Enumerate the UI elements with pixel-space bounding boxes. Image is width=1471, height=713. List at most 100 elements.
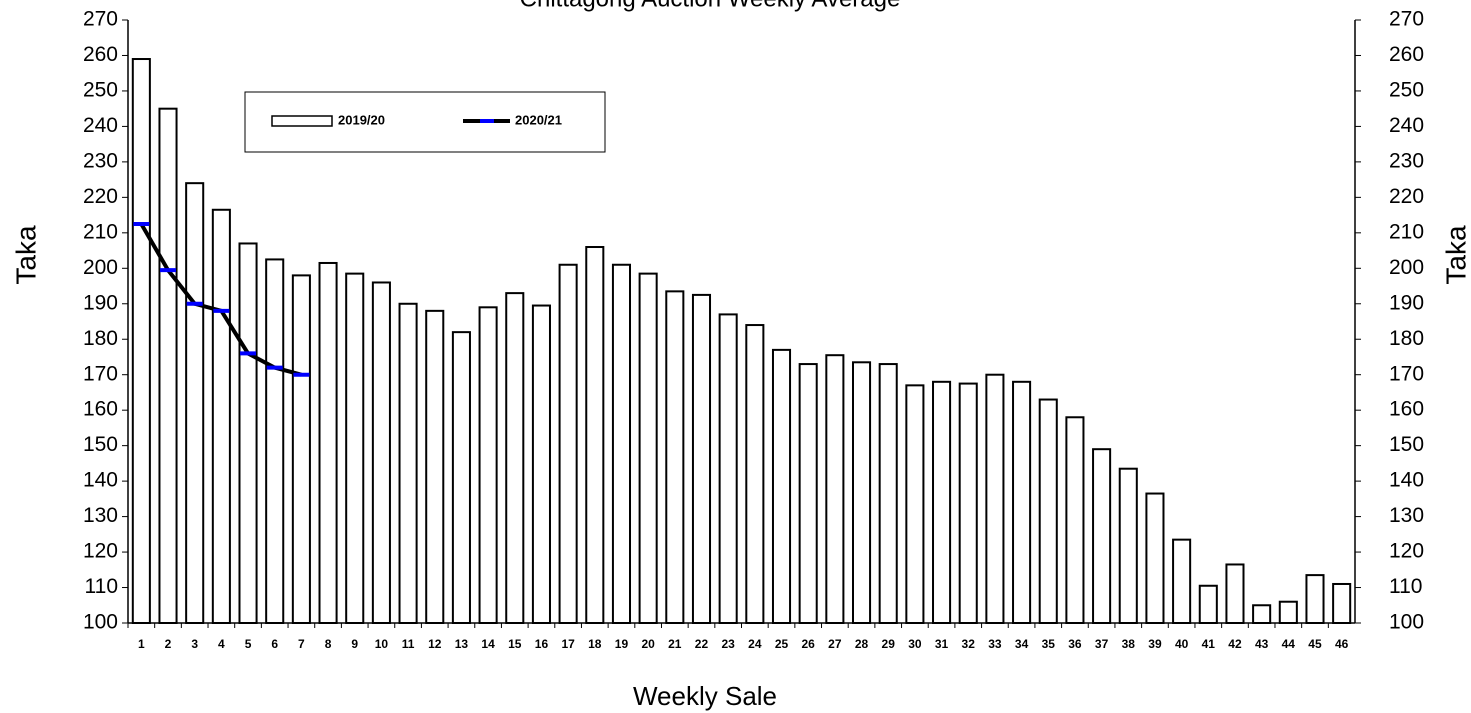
bar [1065, 416, 1085, 625]
bar [1332, 582, 1352, 625]
x-tick-label: 28 [855, 637, 869, 651]
bar [718, 313, 738, 624]
y2-tick-label: 100 [1389, 611, 1424, 634]
x-axis-label: Weekly Sale [633, 681, 777, 711]
x-tick-label: 32 [962, 637, 976, 651]
bar [265, 258, 285, 624]
x-tick-label: 18 [588, 637, 602, 651]
bar [345, 272, 365, 624]
x-tick-label: 24 [748, 637, 762, 651]
y2-tick-label: 200 [1389, 256, 1424, 279]
y2-tick-label: 260 [1389, 43, 1424, 66]
x-tick-label: 34 [1015, 637, 1029, 651]
x-tick-label: 27 [828, 637, 842, 651]
y2-tick-label: 240 [1389, 114, 1424, 137]
x-tick-label: 15 [508, 637, 522, 651]
x-tick-label: 45 [1308, 637, 1322, 651]
bar [425, 309, 445, 624]
bar [318, 261, 338, 624]
x-tick-label: 40 [1175, 637, 1189, 651]
bar [611, 263, 632, 624]
bar [745, 324, 765, 624]
bar [398, 302, 418, 624]
bar [1278, 600, 1298, 625]
bar [1305, 574, 1325, 624]
x-tick-label: 23 [721, 637, 735, 651]
y2-tick-label: 170 [1389, 362, 1424, 385]
legend-label: 2020/21 [515, 112, 562, 127]
y2-tick-label: 250 [1389, 78, 1424, 101]
x-tick-label: 46 [1335, 637, 1349, 651]
x-tick-label: 35 [1042, 637, 1056, 651]
bar [798, 363, 818, 624]
bar [238, 242, 258, 625]
x-tick-label: 22 [695, 637, 709, 651]
y-tick-label: 260 [83, 43, 118, 66]
legend-label: 2019/20 [338, 112, 385, 127]
bar [585, 246, 605, 624]
bar [558, 263, 578, 624]
x-tick-label: 33 [988, 637, 1002, 651]
x-tick-label: 44 [1282, 637, 1296, 651]
bar [1118, 467, 1138, 624]
bar [211, 208, 231, 625]
y-tick-label: 120 [83, 540, 118, 563]
bar [158, 107, 178, 625]
y-tick-label: 200 [83, 256, 118, 279]
x-tick-label: 13 [455, 637, 469, 651]
y-tick-label: 130 [83, 504, 118, 527]
bar [905, 384, 925, 624]
x-tick-label: 4 [218, 637, 225, 651]
y-tick-label: 150 [83, 433, 118, 456]
y-tick-label: 270 [83, 8, 118, 31]
bar [505, 292, 525, 624]
x-tick-label: 16 [535, 637, 549, 651]
x-tick-label: 2 [165, 637, 172, 651]
x-tick-label: 3 [191, 637, 198, 651]
bar [958, 382, 978, 624]
y2-tick-label: 270 [1389, 8, 1424, 31]
bar [131, 58, 151, 625]
bar [478, 306, 498, 624]
x-tick-label: 7 [298, 637, 305, 651]
x-tick-label: 1 [138, 637, 145, 651]
x-tick-label: 26 [802, 637, 816, 651]
x-tick-label: 39 [1148, 637, 1162, 651]
y2-tick-label: 160 [1389, 398, 1424, 421]
x-tick-label: 10 [375, 637, 389, 651]
x-tick-label: 43 [1255, 637, 1269, 651]
y2-tick-label: 120 [1389, 540, 1424, 563]
bar [1252, 604, 1272, 625]
bar [1225, 563, 1245, 624]
bar [825, 354, 845, 624]
x-tick-label: 6 [271, 637, 278, 651]
y2-tick-label: 180 [1389, 327, 1424, 350]
bar [451, 331, 471, 624]
x-tick-label: 29 [882, 637, 896, 651]
bar [1172, 538, 1192, 624]
bar [878, 363, 898, 624]
y-tick-label: 210 [83, 220, 118, 243]
y-axis-label: Taka [10, 225, 41, 285]
x-tick-label: 25 [775, 637, 789, 651]
y2-tick-label: 210 [1389, 220, 1424, 243]
bar [1092, 448, 1112, 624]
bar [851, 361, 872, 624]
x-tick-label: 19 [615, 637, 629, 651]
x-tick-label: 9 [351, 637, 358, 651]
bar [371, 281, 391, 624]
y2-tick-label: 230 [1389, 149, 1424, 172]
x-tick-label: 31 [935, 637, 949, 651]
y-tick-label: 220 [83, 185, 118, 208]
y2-tick-label: 220 [1389, 185, 1424, 208]
y2-axis-label: Taka [1440, 225, 1471, 285]
x-tick-label: 41 [1202, 637, 1216, 651]
bar [665, 290, 685, 624]
y-tick-label: 140 [83, 469, 118, 492]
bar [531, 304, 551, 624]
bar [638, 272, 658, 624]
y-tick-label: 240 [83, 114, 118, 137]
bar [1038, 398, 1058, 625]
y-tick-label: 250 [83, 78, 118, 101]
